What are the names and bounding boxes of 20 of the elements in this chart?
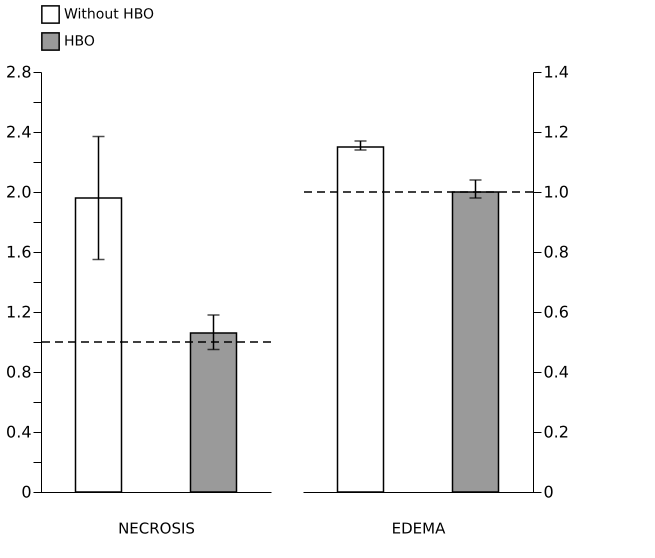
y-tick-label: 1.4 bbox=[544, 62, 569, 82]
y-tick-label: 2.8 bbox=[6, 62, 32, 82]
y-tick-label: 1.2 bbox=[6, 302, 32, 322]
x-axis-title: EDEMA bbox=[392, 520, 446, 538]
y-tick-label: 0.6 bbox=[544, 302, 569, 322]
y-tick-label: 2.4 bbox=[6, 122, 32, 142]
x-axis-title: NECROSIS bbox=[118, 520, 195, 538]
y-tick-label: 0 bbox=[21, 482, 32, 502]
y-tick-label: 1.2 bbox=[544, 122, 569, 142]
y-tick-label: 0.4 bbox=[6, 422, 32, 442]
legend-label: HBO bbox=[64, 34, 95, 50]
y-tick-label: 1.0 bbox=[544, 182, 569, 202]
y-tick-label: 0.8 bbox=[544, 242, 569, 262]
y-tick-label: 0.4 bbox=[544, 362, 569, 382]
y-tick-label: 2.0 bbox=[6, 182, 32, 202]
y-tick-label: 0.2 bbox=[544, 422, 569, 442]
legend-label: Without HBO bbox=[64, 6, 154, 22]
y-tick-label: 0 bbox=[544, 482, 554, 502]
y-tick-label: 0.8 bbox=[6, 362, 32, 382]
y-tick-label: 1.6 bbox=[6, 242, 32, 262]
